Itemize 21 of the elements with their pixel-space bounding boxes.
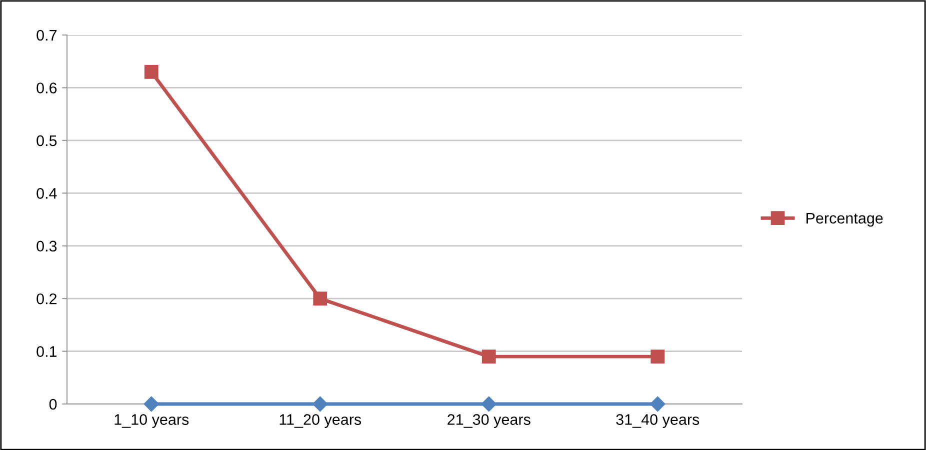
- point: [313, 292, 328, 306]
- x-tick-label: 21_30 years: [448, 414, 530, 428]
- point: [482, 350, 496, 364]
- x-tick-label: 11_20 years: [280, 414, 362, 428]
- y-tick-label: 0.2: [36, 293, 57, 304]
- y-tick-label: 0: [49, 398, 57, 410]
- point: [650, 350, 665, 364]
- point: [312, 396, 328, 412]
- point: [650, 396, 666, 412]
- point: [144, 396, 159, 412]
- y-tick-label: 0.1: [36, 346, 57, 357]
- y-tick-label: 0.3: [36, 240, 57, 252]
- point: [481, 396, 496, 412]
- y-tick-label: 0.5: [36, 135, 57, 146]
- y-tick-label: 0.6: [36, 82, 57, 94]
- y-tick-label: 0.7: [36, 30, 57, 41]
- point: [144, 64, 158, 79]
- legend-label: Percentage: [806, 212, 883, 227]
- x-tick-label: 31_40 years: [616, 414, 700, 428]
- x-tick-label: 1_10 years: [114, 414, 189, 428]
- y-tick-label: 0.4: [36, 188, 57, 199]
